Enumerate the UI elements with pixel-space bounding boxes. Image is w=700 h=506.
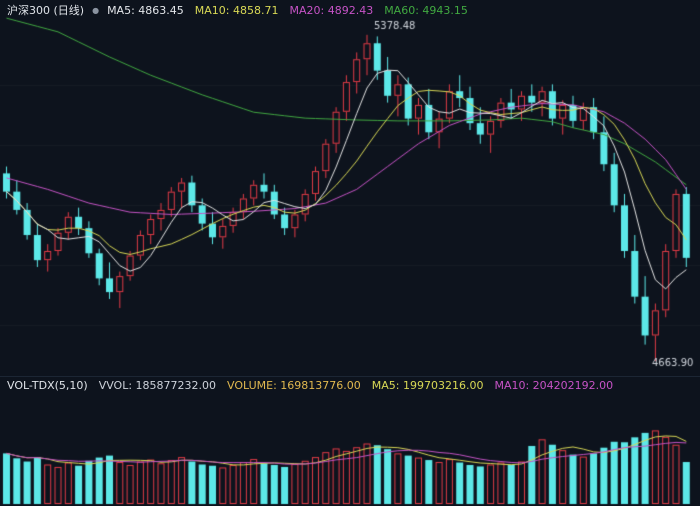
pane-divider [0,376,700,377]
